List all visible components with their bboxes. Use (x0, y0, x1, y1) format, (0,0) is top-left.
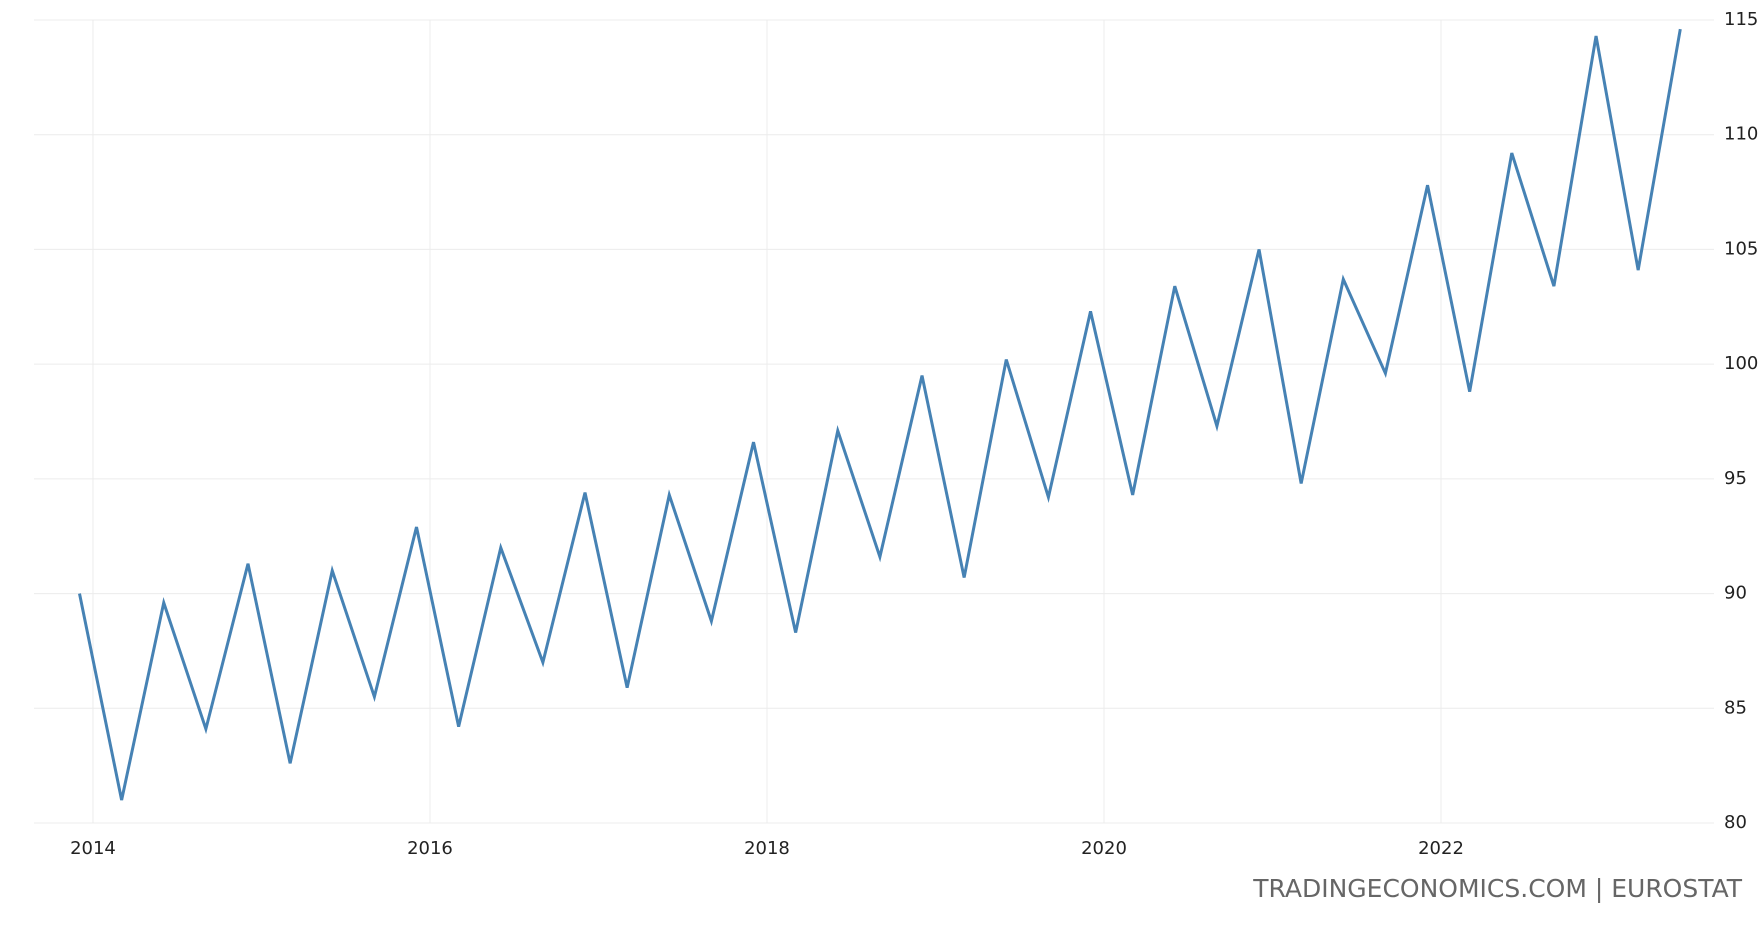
source: TRADINGECONOMICS.COM | EUROSTAT (1252, 874, 1742, 903)
x-tick-label: 2018 (744, 838, 790, 859)
y-tick-label: 85 (1724, 697, 1747, 718)
line (78, 28, 1682, 801)
y-tick-label: 115 (1724, 9, 1758, 30)
x-tick-label: 2014 (70, 838, 116, 859)
y-tick-label: 90 (1724, 583, 1747, 604)
y-tick-label: 110 (1724, 124, 1758, 145)
x-tick-label: 2016 (407, 838, 453, 859)
y-tick-label: 100 (1724, 353, 1758, 374)
x-tick-label: 2022 (1418, 838, 1464, 859)
y-tick-label: 80 (1724, 812, 1747, 833)
y-tick-label: 95 (1724, 468, 1747, 489)
y-tick-label: 105 (1724, 238, 1758, 259)
x-tick-label: 2020 (1081, 838, 1127, 859)
